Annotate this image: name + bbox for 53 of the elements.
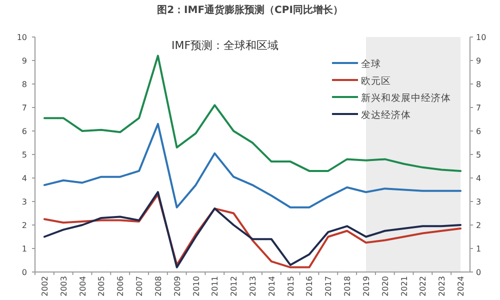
y2-tick-label: 6: [476, 127, 482, 136]
y2-tick-label: 7: [476, 104, 482, 112]
x-tick-label: 2014: [267, 276, 276, 296]
y-tick-label: 6: [22, 127, 27, 136]
x-tick-label: 2018: [343, 276, 352, 296]
x-tick-label: 2006: [116, 276, 126, 296]
line-series: [43, 122, 462, 208]
y-tick-label: 7: [22, 104, 27, 112]
x-tick-label: 2021: [400, 276, 409, 296]
x-tick-label: 2013: [248, 276, 258, 296]
x-tick-label: 2008: [154, 276, 163, 296]
x-tick-label: 2012: [230, 276, 239, 296]
x-tick-label: 2009: [172, 276, 182, 296]
y-tick-label: 5: [22, 150, 27, 160]
y2-tick-label: 3: [476, 198, 482, 206]
y-tick-label: 1: [22, 244, 27, 254]
x-tick-label: 2022: [418, 276, 428, 296]
y-tick-label: 2: [22, 221, 27, 230]
y-tick-label: 10: [16, 33, 27, 42]
x-tick-label: 2015: [286, 276, 296, 296]
x-tick-label: 2004: [78, 276, 88, 296]
x-tick-label: 2007: [135, 276, 144, 296]
x-tick-label: 2011: [210, 276, 220, 296]
y2-tick-label: 8: [476, 80, 482, 89]
x-tick-label: 2010: [192, 276, 201, 296]
chart-subtitle: IMF预测：全球和区域: [171, 39, 279, 52]
x-tick-label: 2019: [362, 276, 371, 296]
x-tick-label: 2023: [438, 276, 447, 296]
x-tick-label: 2024: [456, 276, 466, 296]
x-tick-label: 2002: [40, 276, 50, 296]
y-tick-label: 3: [22, 198, 27, 206]
y-tick-label: 0: [22, 268, 27, 277]
y2-tick-label: 9: [476, 56, 482, 66]
legend-label: 新兴和发展中经济体: [361, 92, 451, 104]
x-tick-label: 2005: [97, 276, 106, 296]
chart-title: 图2：IMF通货膨胀预测（CPI同比增长）: [157, 4, 343, 16]
y2-tick-label: 4: [476, 174, 482, 183]
line-series: [43, 54, 462, 172]
y2-tick-label: 0: [476, 268, 482, 277]
x-tick-label: 2016: [305, 276, 314, 296]
y-tick-label: 4: [22, 174, 27, 183]
y2-tick-label: 10: [476, 33, 486, 42]
legend-label: 欧元区: [361, 76, 391, 87]
x-tick-label: 2017: [324, 276, 334, 296]
y-tick-label: 9: [22, 56, 27, 66]
legend-label: 全球: [361, 58, 381, 70]
y2-tick-label: 1: [476, 244, 482, 254]
x-tick-label: 2003: [59, 276, 68, 296]
y-tick-label: 8: [22, 80, 27, 89]
x-tick-label: 2020: [380, 276, 390, 296]
legend-label: 发达经济体: [361, 109, 411, 121]
y2-tick-label: 2: [476, 221, 482, 230]
y2-tick-label: 5: [476, 150, 482, 160]
